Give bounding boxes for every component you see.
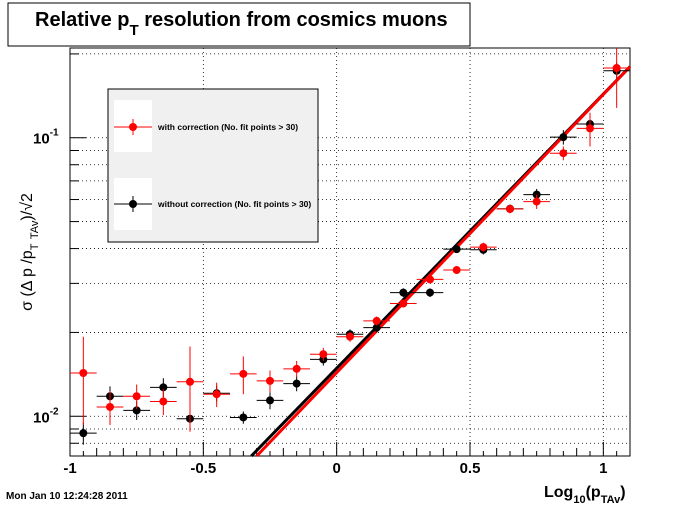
data-point: [603, 48, 630, 108]
marker: [399, 299, 408, 308]
marker: [479, 243, 488, 252]
marker: [159, 397, 168, 406]
data-point: [470, 242, 497, 252]
ylabel-sub1: T: [29, 243, 41, 250]
marker: [426, 288, 434, 297]
xlabel-sub1: 10: [573, 494, 585, 506]
marker: [426, 275, 434, 284]
data-point: [70, 422, 97, 445]
x-axis-label: Log10(pTAv): [544, 484, 626, 506]
data-point: [96, 391, 124, 426]
data-point: [256, 370, 284, 393]
xlabel-base: Log: [544, 484, 573, 501]
x-tick-label: 1: [599, 460, 607, 477]
title-rest: resolution from cosmics muons: [139, 9, 448, 31]
data-point: [256, 392, 284, 410]
marker: [239, 413, 248, 422]
data-point: [283, 376, 310, 392]
timestamp: Mon Jan 10 12:24:28 2011: [6, 491, 128, 502]
data-point: [230, 356, 257, 395]
data-point: [230, 411, 257, 424]
data-point: [576, 112, 604, 147]
data-point: [416, 275, 444, 284]
marker: [612, 63, 621, 72]
data-point: [390, 299, 417, 308]
marker: [132, 392, 141, 401]
data-point: [310, 347, 337, 361]
marker: [532, 197, 541, 206]
data-point: [70, 336, 97, 426]
data-point: [336, 331, 364, 342]
xlabel-sub2: TAv: [601, 494, 621, 506]
marker: [559, 149, 568, 158]
marker: [372, 323, 381, 332]
y-tick-label: 10-1: [33, 128, 59, 148]
svg-text:Relative pT resolution from co: Relative pT resolution from cosmics muon…: [35, 9, 448, 39]
marker: [266, 376, 274, 385]
marker: [186, 377, 194, 386]
fit-lines: [250, 65, 632, 458]
data-point: [390, 288, 417, 298]
legend-marker-without-correction: [114, 196, 152, 212]
marker: [212, 390, 221, 399]
fit-line: [255, 65, 632, 458]
marker: [319, 350, 328, 359]
data-point: [150, 389, 177, 416]
ylabel-sub2: TAv: [29, 220, 41, 239]
data-point: [203, 382, 230, 407]
marker: [292, 379, 301, 388]
marker: [399, 288, 408, 297]
legend-label-without-correction: without correction (No. fit points > 30): [157, 199, 311, 209]
ylabel-sigma: σ (Δ p /p: [19, 250, 36, 311]
marker: [132, 406, 141, 415]
data-point: [176, 346, 204, 432]
data-point: [363, 323, 390, 333]
legend-label-with-correction: with correction (No. fit points > 30): [157, 122, 298, 132]
marker: [452, 245, 461, 254]
data-point: [363, 316, 390, 326]
y-axis-label: σ (Δ p /pT TAv)/√2: [19, 193, 41, 311]
marker: [346, 332, 354, 341]
x-tick-label: -0.5: [190, 460, 216, 477]
marker: [79, 369, 88, 378]
data-point: [443, 245, 470, 254]
marker: [106, 402, 114, 411]
marker: [266, 396, 274, 405]
data-points: [70, 48, 630, 445]
xlabel-paren: (p: [586, 484, 601, 501]
marker: [79, 429, 88, 438]
legend: with correction (No. fit points > 30) wi…: [107, 88, 319, 243]
data-point: [523, 194, 550, 209]
marker: [159, 383, 168, 392]
y-tick-label: 10-2: [33, 406, 59, 426]
marker: [239, 369, 248, 378]
data-point: [283, 360, 310, 378]
ylabel-sqrt: )/√2: [19, 193, 36, 221]
title-sub: T: [129, 22, 138, 39]
data-point: [416, 288, 444, 298]
title-box: Relative pT resolution from cosmics muon…: [7, 2, 471, 47]
data-point: [550, 130, 577, 145]
marker: [452, 266, 461, 275]
xlabel-close: ): [620, 484, 625, 501]
axes: -1 -0.5 0 0.5 1 10-2 10-1: [33, 53, 631, 477]
data-point: [443, 266, 470, 275]
x-tick-label: 0: [332, 460, 340, 477]
marker: [586, 124, 594, 133]
marker: [372, 316, 381, 325]
x-tick-label: 0.5: [460, 460, 481, 477]
marker: [506, 204, 514, 213]
marker: [559, 133, 568, 142]
legend-marker-with-correction: [114, 119, 152, 135]
data-point: [550, 146, 577, 161]
title-main: Relative p: [35, 9, 129, 31]
marker: [292, 364, 301, 373]
x-tick-label: -1: [63, 460, 76, 477]
data-point: [496, 204, 524, 214]
data-point: [123, 384, 150, 410]
